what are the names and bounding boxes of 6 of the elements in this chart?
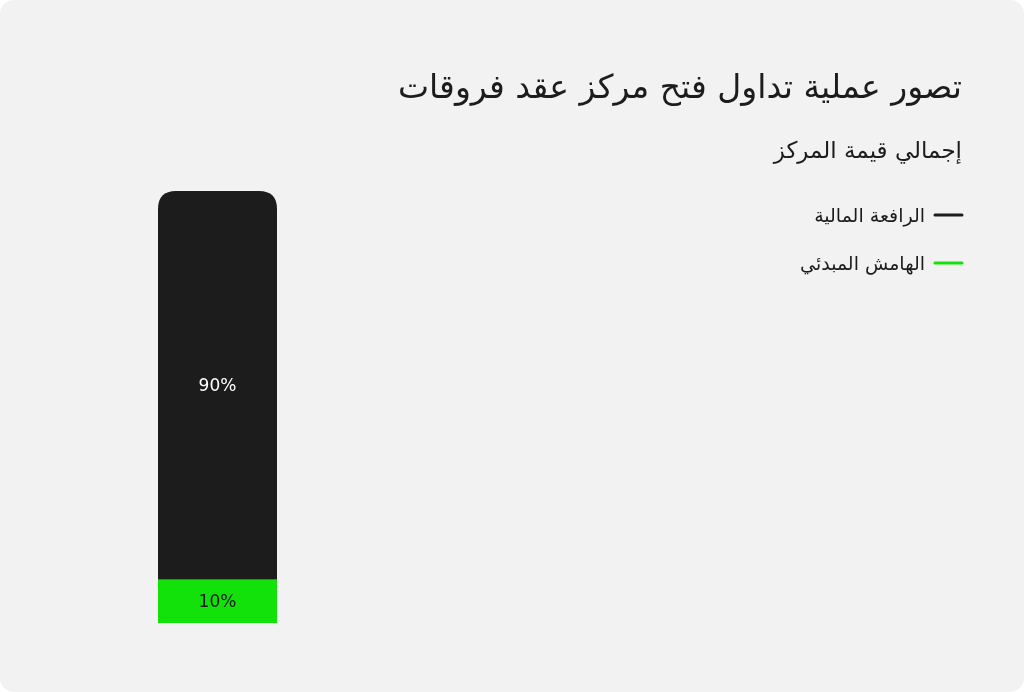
data-label: 90% xyxy=(198,375,237,396)
legend-label: الرافعة المالية xyxy=(814,204,925,227)
legend-label: الهامش المبدئي xyxy=(800,252,925,275)
data-label: 10% xyxy=(198,591,237,612)
text: إجمالي قيمة المركز xyxy=(772,137,962,164)
text: تصور عملية تداول فتح مركز عقد فروقات xyxy=(397,66,962,106)
